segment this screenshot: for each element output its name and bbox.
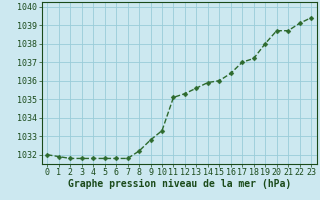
X-axis label: Graphe pression niveau de la mer (hPa): Graphe pression niveau de la mer (hPa) [68, 179, 291, 189]
